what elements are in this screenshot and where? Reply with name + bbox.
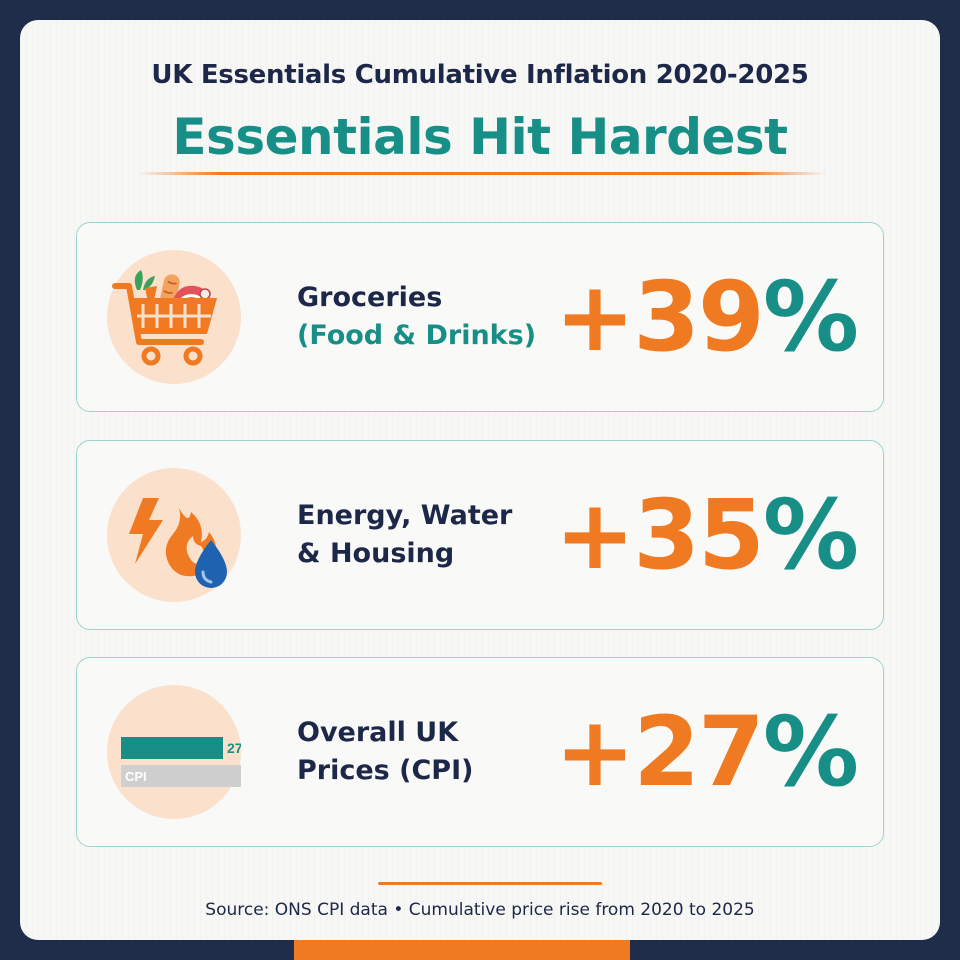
cpi-bar-fill	[121, 737, 223, 759]
energy-label-line2: & Housing	[297, 538, 455, 569]
energy-label-line1: Energy, Water	[297, 500, 513, 531]
source-note: Source: ONS CPI data • Cumulative price …	[205, 900, 755, 920]
cpi-label-line1: Overall UK	[297, 717, 459, 748]
groceries-label-line2: (Food & Drinks)	[297, 320, 537, 351]
groceries-label: Groceries (Food & Drinks)	[297, 223, 536, 411]
cpi-label: Overall UK Prices (CPI)	[297, 658, 473, 846]
shopping-cart-icon	[107, 250, 241, 384]
cpi-value-percent: %	[762, 696, 859, 808]
cpi-value-number: +27	[554, 696, 765, 808]
energy-value-number: +35	[554, 479, 765, 591]
stat-row-energy: Energy, Water & Housing +35%	[76, 440, 884, 630]
cpi-bar-track	[121, 765, 241, 787]
cpi-label-line2: Prices (CPI)	[297, 755, 474, 786]
cpi-value: +27%	[554, 658, 859, 846]
kicker-title: UK Essentials Cumulative Inflation 2020-…	[151, 60, 809, 90]
title-underline	[137, 172, 827, 175]
groceries-value-percent: %	[762, 261, 859, 373]
cpi-bar-value-label: 27%	[227, 740, 241, 756]
infographic-card: UK Essentials Cumulative Inflation 2020-…	[20, 20, 940, 940]
footer-divider	[378, 882, 602, 885]
groceries-value: +39%	[554, 223, 859, 411]
groceries-label-line1: Groceries	[297, 282, 443, 313]
energy-label: Energy, Water & Housing	[297, 441, 512, 629]
stat-row-cpi: 27% CPI Overall UK Prices (CPI) +27%	[76, 657, 884, 847]
headline: Essentials Hit Hardest	[172, 108, 788, 166]
stat-row-groceries: Groceries (Food & Drinks) +39%	[76, 222, 884, 412]
bottom-accent-bar	[294, 940, 630, 960]
energy-value-percent: %	[762, 479, 859, 591]
groceries-value-number: +39	[554, 261, 765, 373]
cpi-bar-tag: CPI	[125, 769, 147, 784]
energy-value: +35%	[554, 441, 859, 629]
energy-water-icon	[107, 468, 241, 602]
cpi-bar-icon: 27% CPI	[107, 685, 241, 819]
